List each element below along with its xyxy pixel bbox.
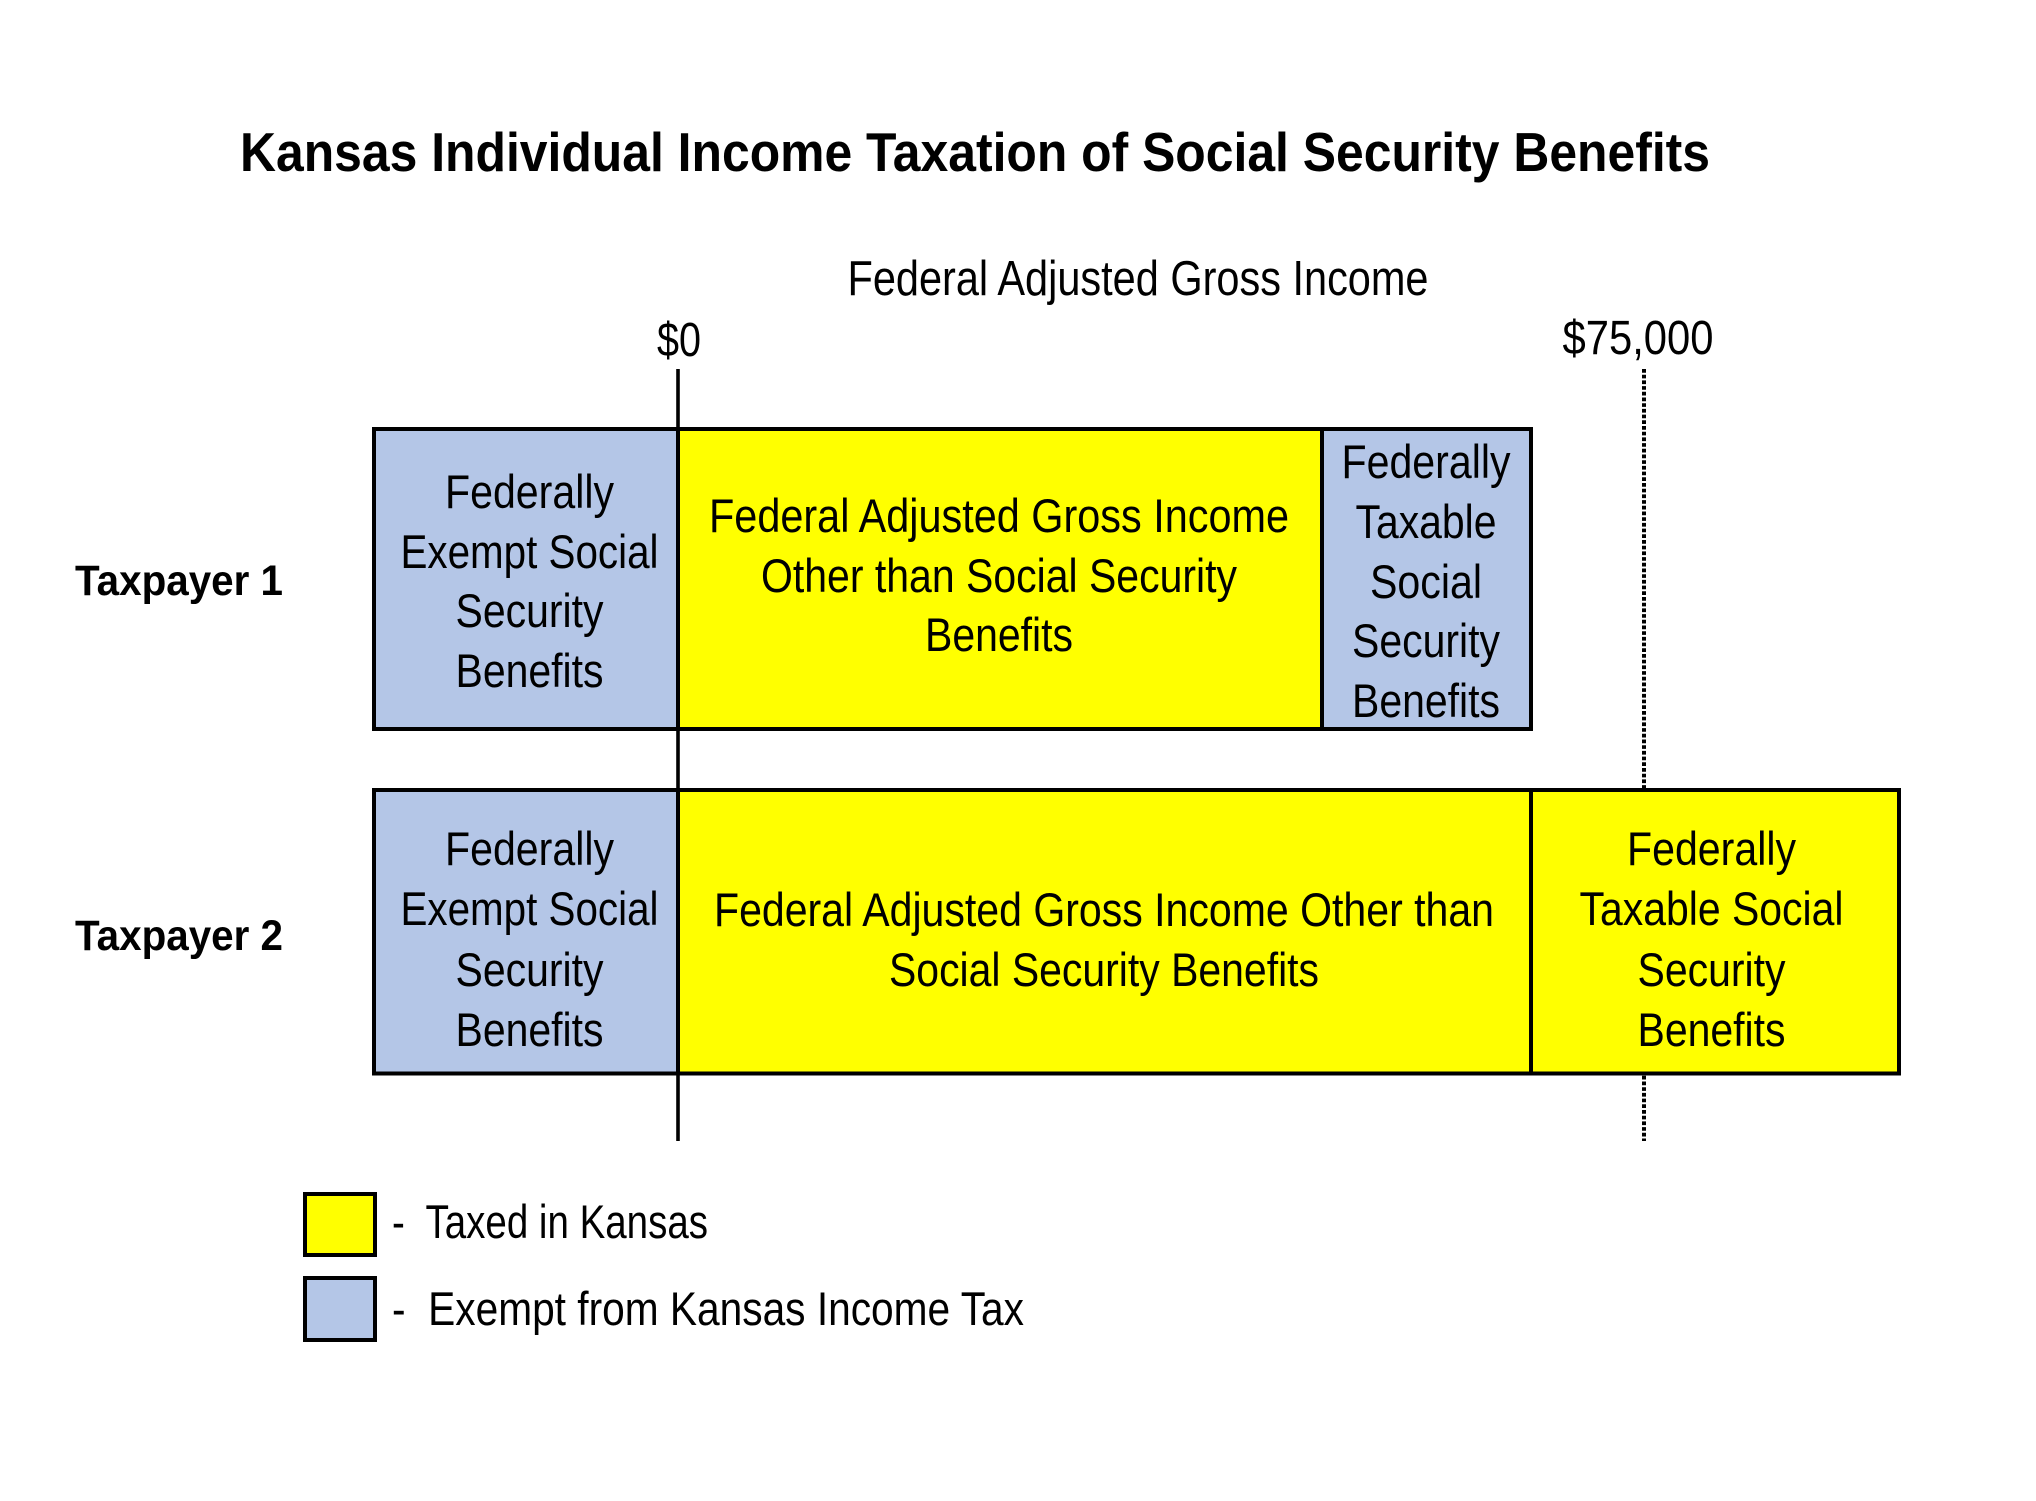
svg-text:Kansas Individual Income Taxat: Kansas Individual Income Taxation of Soc… <box>240 121 1710 183</box>
svg-text:Social Security Benefits: Social Security Benefits <box>889 943 1319 996</box>
svg-text:Federally: Federally <box>1342 435 1511 488</box>
svg-text:Exempt Social: Exempt Social <box>401 882 659 935</box>
svg-text:Benefits: Benefits <box>1352 674 1500 727</box>
svg-text:Benefits: Benefits <box>925 608 1073 661</box>
svg-text:Taxpayer 1: Taxpayer 1 <box>75 557 283 605</box>
svg-text:Benefits: Benefits <box>1638 1003 1786 1056</box>
svg-text:Security: Security <box>1352 614 1500 667</box>
svg-text:- Taxed in Kansas: - Taxed in Kansas <box>392 1195 708 1248</box>
svg-text:Federal Adjusted Gross Income: Federal Adjusted Gross Income <box>848 252 1429 306</box>
svg-text:$0: $0 <box>657 314 701 367</box>
svg-text:Exempt Social: Exempt Social <box>401 525 659 578</box>
svg-text:Federally: Federally <box>1627 822 1796 875</box>
svg-text:Taxable Social: Taxable Social <box>1580 882 1844 935</box>
svg-text:Federally: Federally <box>445 822 614 875</box>
svg-text:Benefits: Benefits <box>456 1003 604 1056</box>
svg-text:Security: Security <box>456 943 604 996</box>
svg-text:- Exempt from Kansas Income T: - Exempt from Kansas Income Tax <box>392 1282 1024 1335</box>
svg-text:Security: Security <box>1638 943 1786 996</box>
svg-text:Taxpayer 2: Taxpayer 2 <box>75 912 283 960</box>
svg-text:Other than Social Security: Other than Social Security <box>761 549 1237 602</box>
svg-text:Federal Adjusted Gross Income: Federal Adjusted Gross Income <box>709 489 1289 542</box>
svg-text:Social: Social <box>1370 555 1482 608</box>
svg-text:$75,000: $75,000 <box>1563 312 1714 365</box>
svg-text:Security: Security <box>456 584 604 637</box>
svg-text:Federally: Federally <box>445 465 614 518</box>
svg-text:Federal Adjusted Gross Income: Federal Adjusted Gross Income Other than <box>714 883 1494 936</box>
svg-text:Taxable: Taxable <box>1356 495 1497 548</box>
svg-text:Benefits: Benefits <box>456 644 604 697</box>
